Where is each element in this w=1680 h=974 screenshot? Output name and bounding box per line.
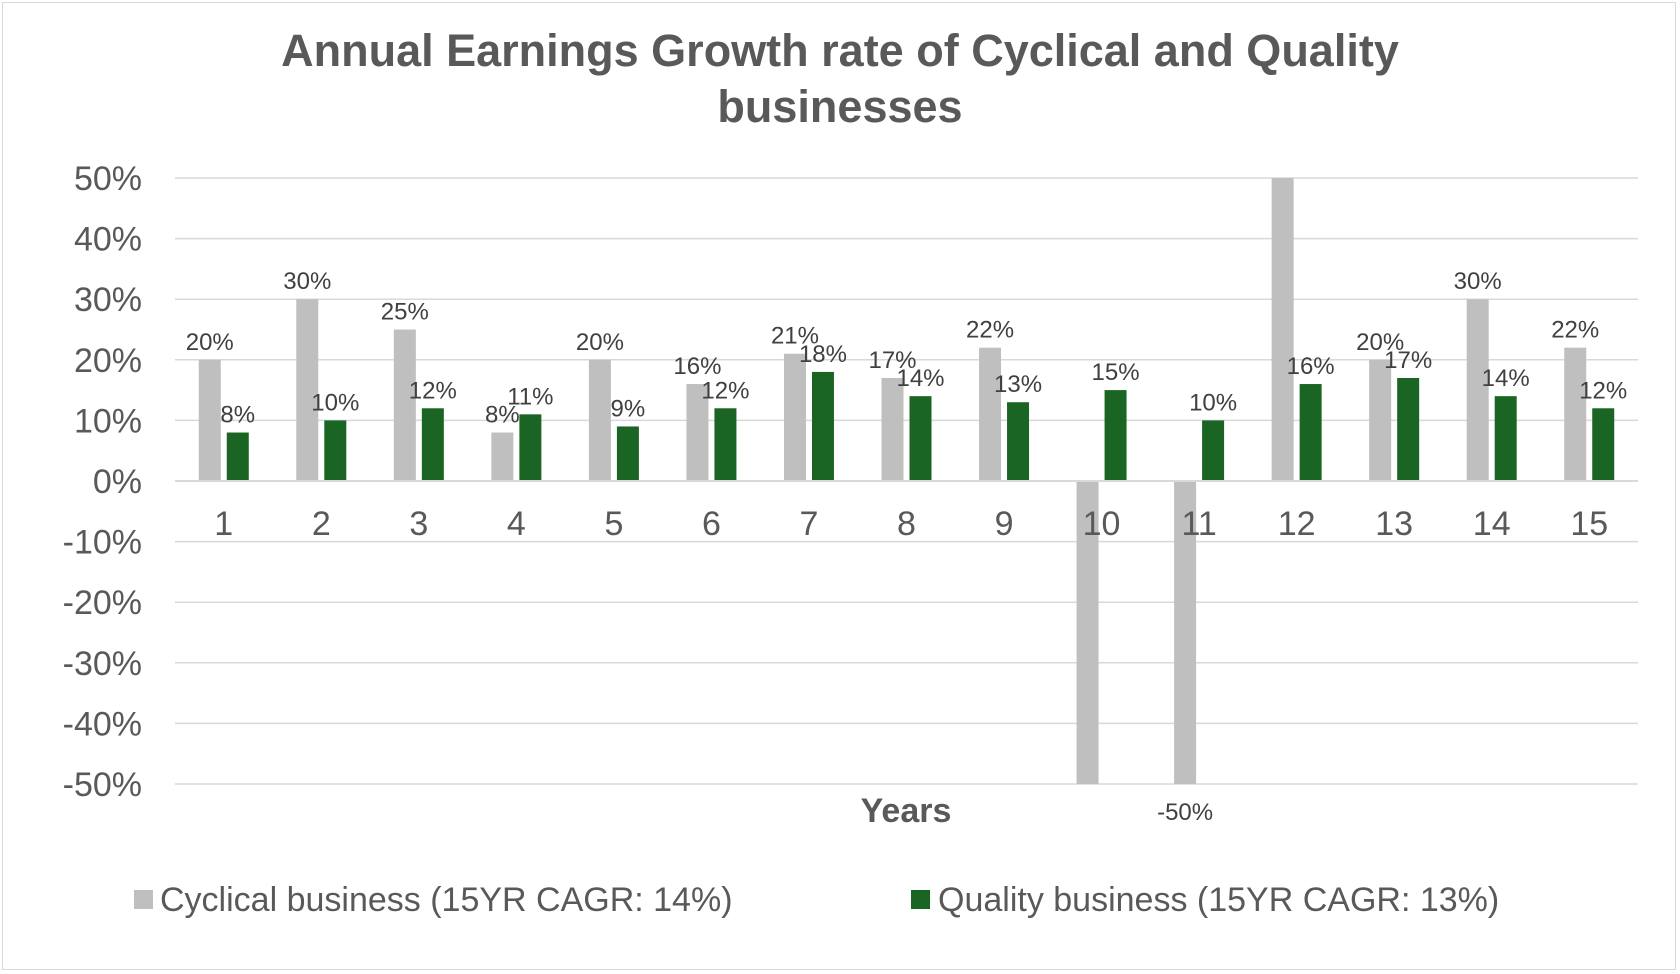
bar-cyclical — [1271, 178, 1294, 481]
bar-cyclical — [686, 384, 709, 481]
legend-swatch-quality — [911, 890, 930, 909]
x-tick-label: 4 — [507, 505, 526, 543]
bar-cyclical — [1174, 481, 1197, 784]
data-label: 10% — [1189, 389, 1237, 416]
x-tick-label: 7 — [800, 505, 819, 543]
x-tick-label: 11 — [1181, 505, 1216, 543]
bar-cyclical — [491, 432, 514, 481]
bar-cyclical — [1466, 299, 1489, 481]
data-labels: 20% 30% 25% 8% 20% 16% 21% 17% 22% -50% 20% 30% 22% 8… — [186, 268, 1628, 826]
bar-quality — [519, 414, 542, 481]
bar-quality — [1397, 377, 1420, 481]
data-label: 12% — [701, 377, 749, 404]
legend-label-quality: Quality business (15YR CAGR: 13%) — [938, 881, 1499, 919]
bar-cyclical — [198, 359, 221, 481]
y-tick-label: 40% — [74, 221, 142, 259]
data-label: 20% — [186, 329, 234, 356]
legend: Cyclical business (15YR CAGR: 14%) Quali… — [134, 881, 1499, 919]
x-tick-label: 9 — [995, 505, 1014, 543]
bar-quality — [909, 396, 932, 481]
y-tick-label: 50% — [74, 160, 142, 198]
legend-swatch-cyclical — [134, 890, 153, 909]
bar-cyclical — [296, 299, 319, 481]
legend-label-cyclical: Cyclical business (15YR CAGR: 14%) — [160, 881, 733, 919]
y-tick-label: -10% — [63, 524, 142, 562]
data-label: 20% — [576, 329, 624, 356]
chart-title-line-1: Annual Earnings Growth rate of Cyclical … — [281, 25, 1399, 76]
bar-quality — [1592, 408, 1615, 481]
bar-cyclical — [393, 329, 416, 481]
x-tick-label: 12 — [1278, 505, 1316, 543]
data-label: 12% — [409, 377, 457, 404]
data-label: -50% — [1157, 799, 1213, 826]
data-label: 22% — [966, 317, 1014, 344]
y-tick-label: -50% — [63, 766, 142, 804]
bar-cyclical — [979, 347, 1002, 481]
x-tick-label: 10 — [1083, 505, 1121, 543]
y-tick-label: -40% — [63, 705, 142, 743]
x-tick-label: 14 — [1473, 505, 1511, 543]
bar-quality — [421, 408, 444, 481]
bar-quality — [1494, 396, 1517, 481]
x-tick-label: 3 — [409, 505, 428, 543]
y-tick-label: -20% — [63, 584, 142, 622]
bar-quality — [714, 408, 737, 481]
data-label: 22% — [1551, 317, 1599, 344]
bar-cyclical — [783, 353, 806, 481]
x-tick-label: 13 — [1375, 505, 1413, 543]
bar-quality — [1007, 402, 1030, 481]
data-label: 14% — [1482, 365, 1530, 392]
chart-title-line-2: businesses — [717, 81, 962, 132]
bar-quality — [1202, 420, 1225, 481]
data-label: 30% — [283, 268, 331, 295]
y-tick-label: -30% — [63, 645, 142, 683]
x-tick-label: 1 — [214, 505, 233, 543]
data-label: 16% — [673, 353, 721, 380]
x-tick-label: 5 — [604, 505, 623, 543]
y-tick-label: 30% — [74, 281, 142, 319]
y-tick-label: 20% — [74, 342, 142, 380]
data-label: 30% — [1454, 268, 1502, 295]
x-tick-label: 8 — [897, 505, 916, 543]
data-label: 17% — [868, 347, 916, 374]
x-axis-ticks: 1 2 3 4 5 6 7 8 9 10 11 12 13 14 15 — [214, 505, 1608, 543]
bar-quality — [226, 432, 249, 481]
bar-cyclical — [1369, 359, 1392, 481]
y-tick-label: 10% — [74, 402, 142, 440]
data-label: 15% — [1092, 359, 1140, 386]
y-axis-ticks: 50% 40% 30% 20% 10% 0% -10% -20% -30% -40% -50% — [63, 160, 142, 804]
y-tick-label: 0% — [93, 463, 142, 501]
bar-quality — [1104, 390, 1127, 481]
bar-quality — [616, 426, 639, 481]
data-label: 14% — [896, 365, 944, 392]
bar-quality — [1299, 384, 1322, 481]
data-label: 16% — [1287, 353, 1335, 380]
x-axis-title: Years — [861, 792, 952, 830]
bar-cyclical — [881, 377, 904, 481]
x-tick-label: 15 — [1570, 505, 1608, 543]
bar-quality — [324, 420, 347, 481]
bar-quality — [811, 371, 834, 481]
data-label: 13% — [994, 371, 1042, 398]
bar-cyclical — [588, 359, 611, 481]
data-label: 9% — [611, 395, 646, 422]
data-label: 8% — [485, 402, 520, 429]
data-label: 25% — [381, 299, 429, 326]
data-label: 17% — [1384, 347, 1432, 374]
data-label: 11% — [507, 383, 553, 410]
data-label: 20% — [1356, 329, 1404, 356]
data-label: 8% — [220, 402, 255, 429]
x-tick-label: 2 — [312, 505, 331, 543]
data-label: 18% — [799, 341, 847, 368]
data-label: 12% — [1579, 377, 1627, 404]
data-label: 10% — [311, 389, 359, 416]
bars — [198, 178, 1615, 784]
bar-cyclical — [1076, 481, 1099, 784]
data-label: 21% — [771, 323, 819, 350]
bar-cyclical — [1564, 347, 1587, 481]
x-tick-label: 6 — [702, 505, 721, 543]
